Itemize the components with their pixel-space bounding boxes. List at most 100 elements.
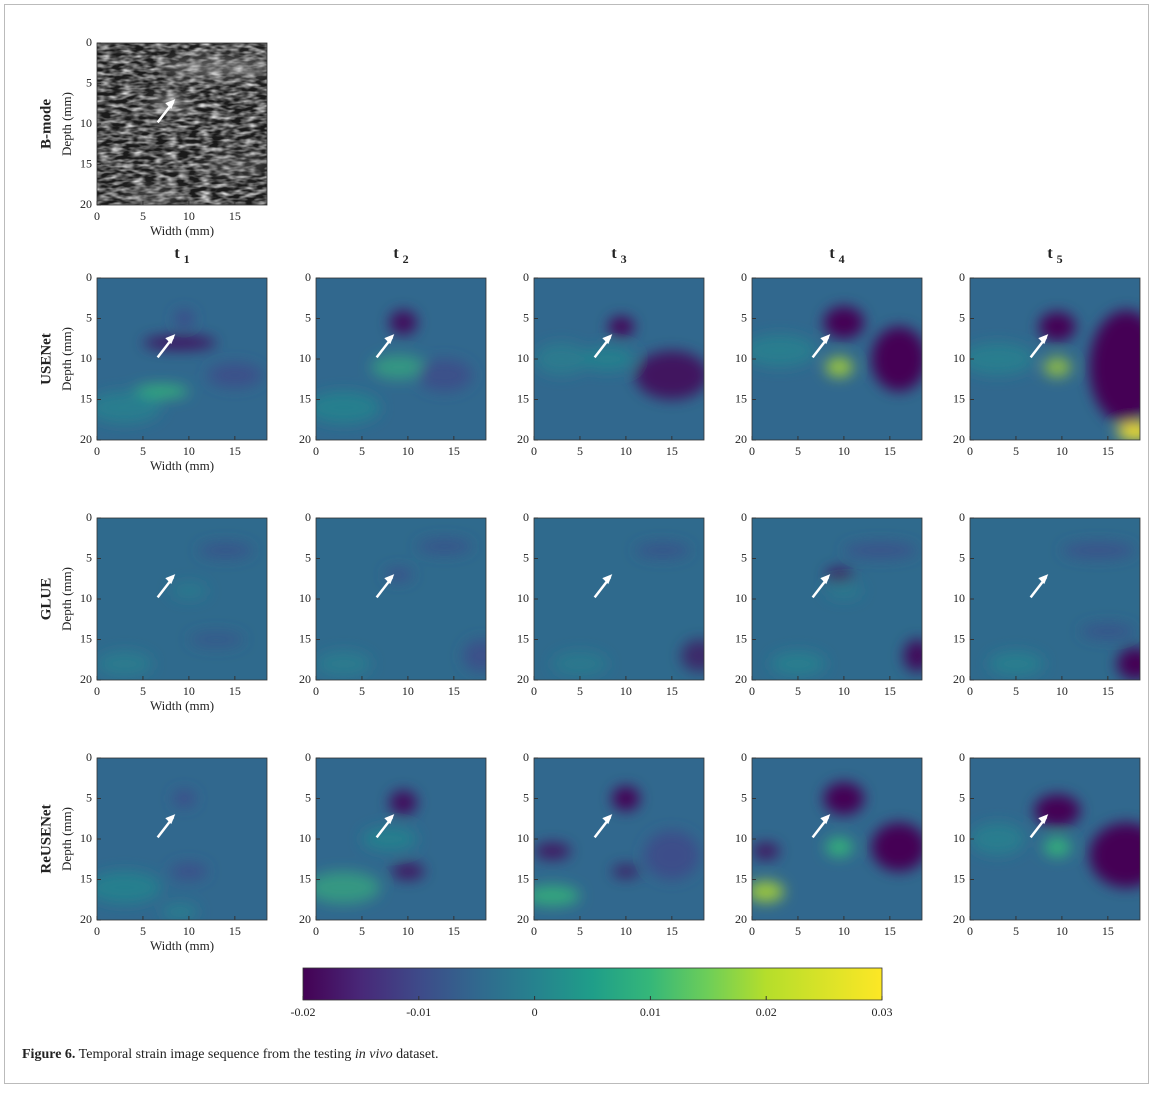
x-tick-label: 10 [1056, 684, 1068, 698]
arrow-head [165, 574, 176, 585]
y-tick-label: 5 [523, 550, 529, 564]
y-tick-label: 15 [953, 871, 965, 885]
blobs [97, 310, 263, 424]
image [97, 518, 267, 680]
x-tick-label: 15 [884, 924, 896, 938]
blob [608, 316, 635, 337]
blobs [316, 790, 425, 904]
row-label: GLUE [38, 578, 54, 621]
x-tick-label: 15 [1102, 924, 1114, 938]
x-tick-label: 0 [749, 444, 755, 458]
y-tick-label: 10 [517, 591, 529, 605]
blob [161, 903, 199, 920]
y-tick-label: 0 [523, 750, 529, 764]
blob [389, 790, 418, 815]
image [970, 278, 1140, 440]
column-index: 3 [621, 252, 627, 266]
blob [142, 336, 217, 350]
blob [612, 864, 640, 878]
column-symbol: t [611, 245, 617, 262]
image [97, 43, 267, 205]
blob [1061, 542, 1136, 559]
blobs [124, 57, 267, 205]
y-tick-label: 15 [735, 391, 747, 405]
blobs [552, 542, 704, 676]
x-tick-label: 15 [666, 444, 678, 458]
y-tick-label: 10 [953, 591, 965, 605]
y-tick-label: 15 [299, 871, 311, 885]
blob [752, 843, 780, 860]
image [970, 518, 1140, 680]
y-tick-label: 15 [953, 391, 965, 405]
y-tick-label: 15 [80, 156, 92, 170]
x-tick-label: 15 [448, 684, 460, 698]
arrow-head [1038, 574, 1049, 585]
blob [198, 542, 254, 559]
x-tick-label: 5 [140, 924, 146, 938]
blob [389, 310, 418, 335]
blob [903, 639, 922, 672]
y-tick-label: 5 [86, 550, 92, 564]
y-tick-label: 15 [517, 391, 529, 405]
y-tick-label: 20 [735, 432, 747, 446]
blob [133, 384, 189, 398]
image [316, 518, 486, 680]
x-tick-label: 0 [967, 924, 973, 938]
image [534, 758, 704, 920]
blob [188, 631, 245, 648]
blobs [97, 542, 254, 676]
x-axis-label: Width (mm) [150, 458, 214, 473]
blob [417, 538, 473, 555]
y-tick-label: 5 [959, 550, 965, 564]
arrow-head [1038, 814, 1049, 825]
blobs [97, 790, 208, 920]
x-tick-label: 5 [359, 924, 365, 938]
column-index: 1 [184, 252, 190, 266]
row-label: B-mode [38, 99, 54, 149]
colorbar-tick-label: -0.01 [406, 1005, 431, 1019]
y-tick-label: 20 [953, 432, 965, 446]
x-tick-label: 10 [838, 444, 850, 458]
y-tick-label: 15 [735, 631, 747, 645]
y-tick-label: 10 [735, 831, 747, 845]
blob [1043, 837, 1072, 857]
blob [1043, 357, 1072, 377]
y-tick-label: 0 [86, 35, 92, 49]
y-tick-label: 20 [517, 672, 529, 686]
blobs [534, 786, 700, 907]
blob [612, 786, 640, 811]
y-tick-label: 0 [959, 270, 965, 284]
x-tick-label: 10 [620, 684, 632, 698]
arrow-head [165, 334, 176, 345]
x-tick-label: 5 [1013, 924, 1019, 938]
y-tick-label: 15 [80, 631, 92, 645]
blobs [988, 542, 1140, 680]
y-tick-label: 0 [305, 750, 311, 764]
x-tick-label: 10 [183, 924, 195, 938]
x-tick-label: 0 [313, 684, 319, 698]
column-symbol: t [174, 245, 180, 262]
column-index: 5 [1057, 252, 1063, 266]
blobs [752, 782, 922, 903]
blob [825, 837, 854, 857]
blob [534, 342, 590, 376]
blob [1038, 312, 1076, 342]
y-tick-label: 15 [80, 871, 92, 885]
y-tick-label: 20 [80, 432, 92, 446]
blob [173, 790, 196, 807]
y-tick-label: 10 [517, 831, 529, 845]
blob [843, 542, 918, 559]
blob [823, 306, 865, 339]
x-tick-label: 15 [448, 444, 460, 458]
blob [161, 57, 267, 78]
x-tick-label: 10 [838, 684, 850, 698]
y-tick-label: 5 [305, 790, 311, 804]
image [970, 758, 1140, 920]
image [316, 278, 486, 440]
y-tick-label: 5 [86, 310, 92, 324]
y-tick-label: 15 [953, 631, 965, 645]
row-label: USENet [38, 333, 54, 385]
x-tick-label: 10 [183, 684, 195, 698]
